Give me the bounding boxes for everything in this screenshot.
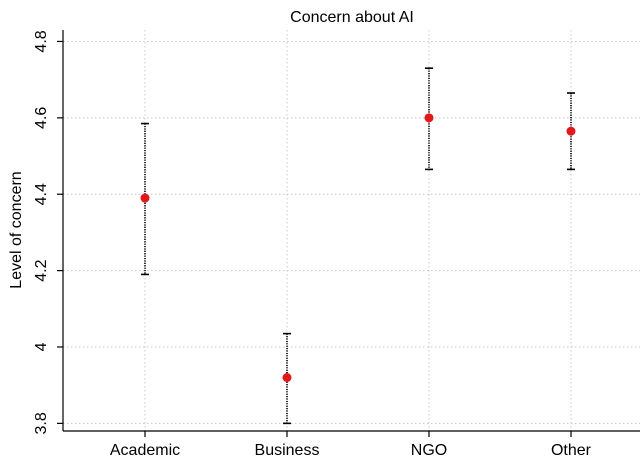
- data-point: [424, 113, 434, 123]
- data-point: [566, 126, 576, 136]
- y-tick-label: 4.6: [33, 107, 50, 129]
- mark-layer: [140, 67, 576, 425]
- axis-layer: 3.8 4 4.2 4.4 4.6 4.8 Academic Business NGO Other: [33, 30, 640, 459]
- y-tick-label: 3.8: [33, 412, 50, 434]
- x-tick-label: Academic: [110, 442, 180, 459]
- chart-title: Concern about AI: [290, 9, 414, 26]
- x-tick-label: Other: [551, 442, 592, 459]
- grid-layer: [63, 30, 640, 431]
- data-point: [282, 373, 292, 383]
- y-tick-label: 4.4: [33, 183, 50, 205]
- x-tick-label: Business: [255, 442, 320, 459]
- x-tick-label: NGO: [411, 442, 447, 459]
- data-point: [140, 193, 150, 203]
- y-tick-label: 4.2: [33, 259, 50, 281]
- y-tick-label: 4.8: [33, 30, 50, 52]
- y-axis-label: Level of concern: [8, 171, 25, 288]
- y-tick-label: 4: [33, 342, 50, 351]
